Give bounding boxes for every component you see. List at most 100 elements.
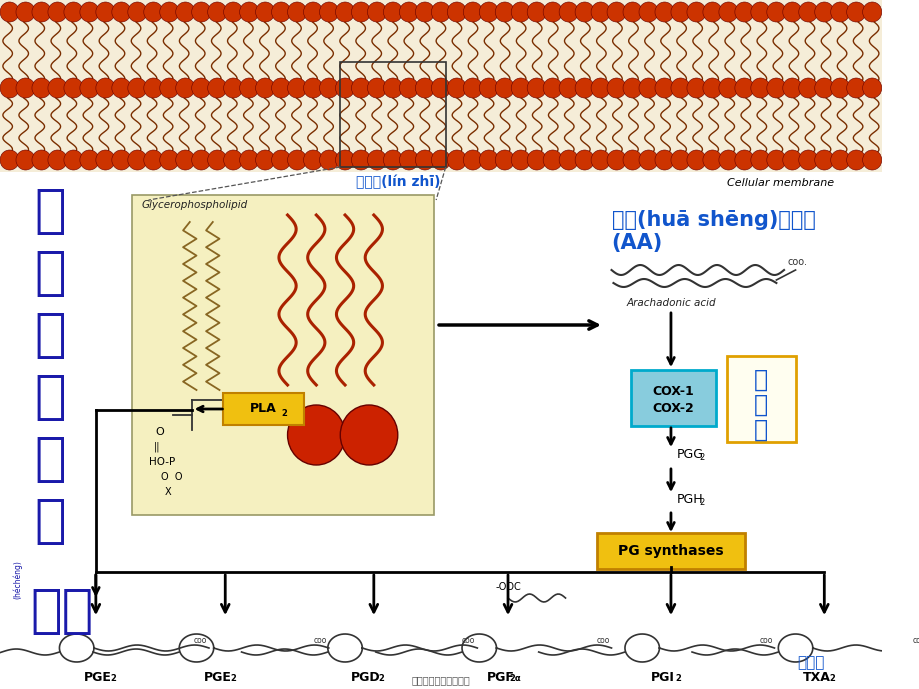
- Circle shape: [239, 150, 258, 170]
- Circle shape: [160, 150, 178, 170]
- Circle shape: [670, 2, 689, 22]
- Circle shape: [399, 78, 418, 98]
- Circle shape: [734, 150, 754, 170]
- Circle shape: [845, 2, 865, 22]
- Text: PLA: PLA: [250, 402, 277, 415]
- Circle shape: [223, 2, 243, 22]
- Circle shape: [639, 2, 657, 22]
- Text: ||: ||: [153, 442, 160, 453]
- Text: -OOC: -OOC: [494, 582, 520, 592]
- Text: 2: 2: [675, 674, 681, 683]
- Circle shape: [814, 78, 833, 98]
- Circle shape: [845, 150, 865, 170]
- Circle shape: [303, 78, 323, 98]
- Circle shape: [383, 150, 403, 170]
- Circle shape: [686, 2, 705, 22]
- Circle shape: [463, 150, 482, 170]
- Text: PGE: PGE: [84, 671, 111, 684]
- Text: coo: coo: [758, 636, 772, 645]
- Circle shape: [143, 2, 163, 22]
- Circle shape: [383, 2, 403, 22]
- Circle shape: [782, 150, 801, 170]
- Circle shape: [288, 2, 306, 22]
- Circle shape: [862, 2, 881, 22]
- Circle shape: [0, 2, 19, 22]
- Circle shape: [750, 2, 769, 22]
- Text: PG synthases: PG synthases: [618, 544, 723, 558]
- Circle shape: [494, 2, 514, 22]
- Circle shape: [718, 2, 737, 22]
- Circle shape: [16, 78, 35, 98]
- Circle shape: [367, 150, 386, 170]
- Circle shape: [590, 78, 609, 98]
- Text: coo.: coo.: [787, 257, 807, 267]
- Circle shape: [511, 150, 529, 170]
- Circle shape: [702, 2, 721, 22]
- Circle shape: [96, 2, 115, 22]
- Circle shape: [830, 2, 849, 22]
- Text: 环: 环: [754, 368, 767, 392]
- Text: 膜磷脂(lín zhī): 膜磷脂(lín zhī): [355, 175, 439, 189]
- Circle shape: [574, 78, 594, 98]
- Circle shape: [431, 78, 450, 98]
- Circle shape: [80, 78, 99, 98]
- Text: PGF: PGF: [486, 671, 514, 684]
- Text: PGG: PGG: [676, 448, 703, 461]
- Circle shape: [447, 78, 466, 98]
- Circle shape: [766, 78, 785, 98]
- Circle shape: [431, 2, 450, 22]
- Circle shape: [319, 150, 338, 170]
- Text: 合: 合: [34, 433, 65, 485]
- Circle shape: [48, 78, 67, 98]
- Circle shape: [654, 150, 674, 170]
- Circle shape: [622, 150, 641, 170]
- Circle shape: [223, 150, 243, 170]
- Circle shape: [0, 150, 19, 170]
- FancyBboxPatch shape: [596, 533, 744, 569]
- Circle shape: [112, 78, 130, 98]
- Circle shape: [48, 2, 67, 22]
- Circle shape: [511, 2, 529, 22]
- Text: PGE: PGE: [203, 671, 232, 684]
- Circle shape: [814, 150, 833, 170]
- Circle shape: [223, 78, 243, 98]
- Text: 2: 2: [281, 409, 288, 418]
- Circle shape: [542, 150, 562, 170]
- Circle shape: [335, 78, 354, 98]
- Circle shape: [607, 78, 626, 98]
- Circle shape: [191, 2, 210, 22]
- Circle shape: [670, 78, 689, 98]
- Circle shape: [335, 150, 354, 170]
- Circle shape: [255, 150, 275, 170]
- Circle shape: [431, 150, 450, 170]
- Text: 2: 2: [230, 674, 235, 683]
- Circle shape: [542, 78, 562, 98]
- Circle shape: [351, 78, 370, 98]
- Circle shape: [351, 2, 370, 22]
- Circle shape: [686, 150, 705, 170]
- Circle shape: [48, 150, 67, 170]
- Circle shape: [607, 2, 626, 22]
- Circle shape: [511, 78, 529, 98]
- Circle shape: [160, 78, 178, 98]
- Circle shape: [367, 2, 386, 22]
- Circle shape: [750, 78, 769, 98]
- Text: Glycerophospholipid: Glycerophospholipid: [142, 200, 248, 210]
- Circle shape: [128, 78, 147, 98]
- Circle shape: [798, 150, 817, 170]
- Circle shape: [734, 78, 754, 98]
- Circle shape: [622, 2, 641, 22]
- Circle shape: [559, 150, 578, 170]
- Circle shape: [862, 78, 881, 98]
- Circle shape: [112, 150, 130, 170]
- Circle shape: [176, 150, 195, 170]
- Text: 氧: 氧: [754, 393, 767, 417]
- Circle shape: [303, 150, 323, 170]
- Text: coo: coo: [461, 636, 475, 645]
- Circle shape: [399, 150, 418, 170]
- Circle shape: [32, 78, 51, 98]
- Text: 2: 2: [110, 674, 116, 683]
- Circle shape: [16, 2, 35, 22]
- Circle shape: [255, 78, 275, 98]
- Text: 2: 2: [378, 674, 384, 683]
